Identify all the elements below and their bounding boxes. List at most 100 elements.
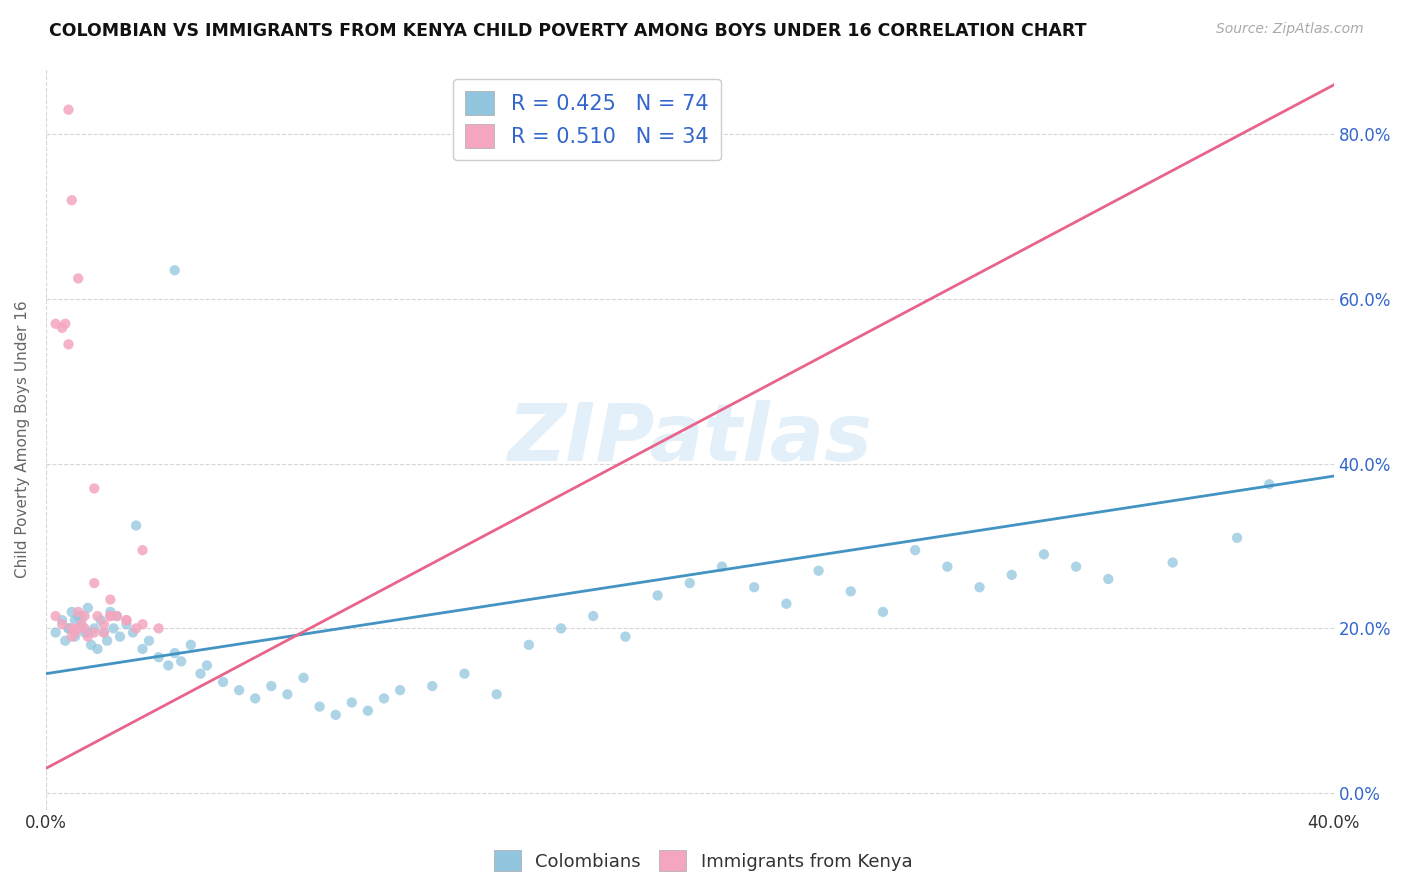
Point bbox=[517, 638, 540, 652]
Point bbox=[90, 613, 112, 627]
Y-axis label: Child Poverty Among Boys Under 16: Child Poverty Among Boys Under 16 bbox=[15, 301, 30, 578]
Point bbox=[105, 609, 128, 624]
Point bbox=[45, 609, 67, 624]
Point bbox=[51, 613, 73, 627]
Point bbox=[872, 605, 894, 619]
Point bbox=[936, 559, 959, 574]
Point bbox=[1032, 547, 1054, 561]
Point bbox=[125, 518, 148, 533]
Point bbox=[70, 617, 93, 632]
Point bbox=[170, 654, 193, 668]
Point bbox=[83, 621, 105, 635]
Point bbox=[679, 576, 702, 591]
Point bbox=[73, 625, 96, 640]
Point bbox=[212, 674, 235, 689]
Point bbox=[131, 642, 153, 657]
Point bbox=[122, 625, 145, 640]
Point bbox=[73, 621, 96, 635]
Point bbox=[1226, 531, 1249, 545]
Point bbox=[138, 633, 160, 648]
Point bbox=[1001, 567, 1024, 582]
Point bbox=[58, 621, 80, 635]
Point bbox=[51, 321, 73, 335]
Point bbox=[115, 613, 138, 627]
Point bbox=[60, 621, 83, 635]
Point bbox=[58, 621, 80, 635]
Point bbox=[96, 633, 118, 648]
Point bbox=[67, 621, 90, 635]
Point bbox=[485, 687, 508, 701]
Point bbox=[103, 621, 125, 635]
Point bbox=[98, 609, 121, 624]
Point bbox=[63, 625, 86, 640]
Point bbox=[60, 194, 83, 208]
Point bbox=[58, 337, 80, 351]
Point bbox=[76, 600, 98, 615]
Point bbox=[190, 666, 212, 681]
Point bbox=[63, 630, 86, 644]
Point bbox=[308, 699, 330, 714]
Point bbox=[108, 630, 131, 644]
Point bbox=[76, 625, 98, 640]
Point bbox=[86, 642, 108, 657]
Point bbox=[67, 605, 90, 619]
Point bbox=[53, 633, 76, 648]
Point bbox=[80, 638, 103, 652]
Point bbox=[1258, 477, 1281, 491]
Point bbox=[70, 617, 93, 632]
Point bbox=[389, 683, 412, 698]
Point bbox=[163, 263, 186, 277]
Point bbox=[1097, 572, 1119, 586]
Point bbox=[742, 580, 765, 594]
Text: COLOMBIAN VS IMMIGRANTS FROM KENYA CHILD POVERTY AMONG BOYS UNDER 16 CORRELATION: COLOMBIAN VS IMMIGRANTS FROM KENYA CHILD… bbox=[49, 22, 1087, 40]
Point bbox=[807, 564, 830, 578]
Point bbox=[550, 621, 572, 635]
Legend: R = 0.425   N = 74, R = 0.510   N = 34: R = 0.425 N = 74, R = 0.510 N = 34 bbox=[453, 78, 721, 161]
Point bbox=[775, 597, 797, 611]
Point bbox=[1161, 556, 1184, 570]
Point bbox=[58, 103, 80, 117]
Point bbox=[373, 691, 395, 706]
Point bbox=[647, 589, 669, 603]
Point bbox=[115, 617, 138, 632]
Text: Source: ZipAtlas.com: Source: ZipAtlas.com bbox=[1216, 22, 1364, 37]
Point bbox=[60, 630, 83, 644]
Point bbox=[904, 543, 927, 558]
Point bbox=[115, 613, 138, 627]
Point bbox=[98, 609, 121, 624]
Point bbox=[157, 658, 180, 673]
Point bbox=[276, 687, 298, 701]
Point bbox=[60, 605, 83, 619]
Point bbox=[76, 630, 98, 644]
Point bbox=[292, 671, 315, 685]
Point bbox=[453, 666, 475, 681]
Point bbox=[228, 683, 250, 698]
Point bbox=[45, 625, 67, 640]
Point bbox=[614, 630, 637, 644]
Point bbox=[582, 609, 605, 624]
Point bbox=[93, 617, 115, 632]
Point bbox=[53, 317, 76, 331]
Point bbox=[67, 271, 90, 285]
Point bbox=[195, 658, 218, 673]
Point bbox=[63, 613, 86, 627]
Point bbox=[131, 617, 153, 632]
Point bbox=[98, 605, 121, 619]
Point bbox=[260, 679, 283, 693]
Point bbox=[98, 592, 121, 607]
Point bbox=[73, 609, 96, 624]
Point bbox=[969, 580, 991, 594]
Point bbox=[86, 609, 108, 624]
Point bbox=[67, 609, 90, 624]
Point bbox=[180, 638, 202, 652]
Point bbox=[245, 691, 267, 706]
Point bbox=[131, 543, 153, 558]
Point bbox=[357, 704, 380, 718]
Point bbox=[148, 650, 170, 665]
Point bbox=[93, 625, 115, 640]
Point bbox=[420, 679, 443, 693]
Point bbox=[148, 621, 170, 635]
Point bbox=[83, 482, 105, 496]
Legend: Colombians, Immigrants from Kenya: Colombians, Immigrants from Kenya bbox=[486, 843, 920, 879]
Point bbox=[325, 707, 347, 722]
